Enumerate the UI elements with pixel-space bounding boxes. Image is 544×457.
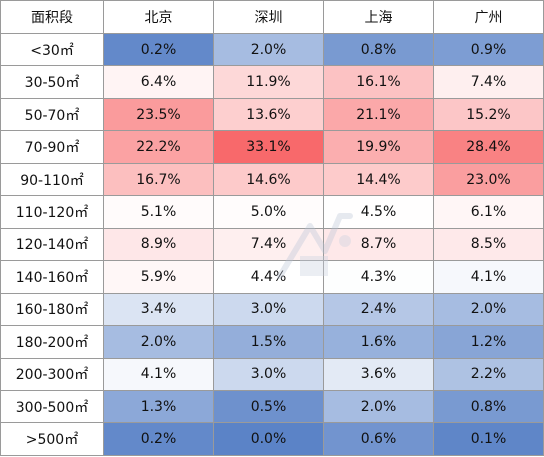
heat-cell: 23.0% [433, 162, 544, 197]
heat-cell: 3.0% [213, 292, 324, 327]
heat-cell: 4.1% [103, 357, 214, 391]
corner-label: 面积段 [0, 0, 104, 34]
heat-cell: 0.8% [433, 389, 544, 424]
row-label: <30㎡ [0, 32, 104, 67]
table-row: 120-140㎡ 8.9% 7.4% 8.7% 8.5% [0, 227, 544, 262]
row-label: 300-500㎡ [0, 389, 104, 424]
heat-cell: 0.6% [323, 422, 434, 456]
table-row: 50-70㎡ 23.5% 13.6% 21.1% 15.2% [0, 97, 544, 132]
heat-cell: 2.0% [433, 292, 544, 327]
heat-cell: 2.0% [103, 325, 214, 359]
heat-cell: 28.4% [433, 130, 544, 164]
heat-cell: 4.3% [323, 260, 434, 294]
heat-cell: 3.4% [103, 292, 214, 327]
row-label: 70-90㎡ [0, 130, 104, 164]
heat-cell: 1.5% [213, 325, 324, 359]
row-label: 30-50㎡ [0, 65, 104, 99]
heat-cell: 16.7% [103, 162, 214, 197]
heat-cell: 4.5% [323, 195, 434, 229]
table-row: 160-180㎡ 3.4% 3.0% 2.4% 2.0% [0, 292, 544, 327]
column-header: 广州 [433, 0, 544, 34]
heat-cell: 5.9% [103, 260, 214, 294]
heat-cell: 8.9% [103, 227, 214, 262]
heat-cell: 22.2% [103, 130, 214, 164]
heat-cell: 0.2% [103, 32, 214, 67]
table-row: >500㎡ 0.2% 0.0% 0.6% 0.1% [0, 422, 544, 456]
table-row: 90-110㎡ 16.7% 14.6% 14.4% 23.0% [0, 162, 544, 197]
heat-cell: 0.8% [323, 32, 434, 67]
column-header: 北京 [103, 0, 214, 34]
row-label: 110-120㎡ [0, 195, 104, 229]
heat-cell: 8.7% [323, 227, 434, 262]
heat-cell: 14.4% [323, 162, 434, 197]
heat-cell: 8.5% [433, 227, 544, 262]
table-row: 300-500㎡ 1.3% 0.5% 2.0% 0.8% [0, 389, 544, 424]
heat-cell: 1.3% [103, 389, 214, 424]
row-label: 180-200㎡ [0, 325, 104, 359]
heat-cell: 5.0% [213, 195, 324, 229]
header-row: 面积段 北京 深圳 上海 广州 [0, 0, 544, 34]
heat-cell: 2.0% [213, 32, 324, 67]
heat-cell: 4.4% [213, 260, 324, 294]
table-row: 70-90㎡ 22.2% 33.1% 19.9% 28.4% [0, 130, 544, 164]
column-header: 深圳 [213, 0, 324, 34]
table-row: 110-120㎡ 5.1% 5.0% 4.5% 6.1% [0, 195, 544, 229]
heat-cell: 11.9% [213, 65, 324, 99]
heat-cell: 0.2% [103, 422, 214, 456]
table-row: <30㎡ 0.2% 2.0% 0.8% 0.9% [0, 32, 544, 67]
row-label: 140-160㎡ [0, 260, 104, 294]
heat-cell: 0.0% [213, 422, 324, 456]
heat-cell: 7.4% [213, 227, 324, 262]
heat-cell: 0.1% [433, 422, 544, 456]
heat-cell: 3.0% [213, 357, 324, 391]
heat-cell: 16.1% [323, 65, 434, 99]
heat-cell: 0.5% [213, 389, 324, 424]
row-label: 90-110㎡ [0, 162, 104, 197]
heat-cell: 6.1% [433, 195, 544, 229]
heat-cell: 15.2% [433, 97, 544, 132]
heat-cell: 4.1% [433, 260, 544, 294]
heat-cell: 33.1% [213, 130, 324, 164]
column-header: 上海 [323, 0, 434, 34]
row-label: 200-300㎡ [0, 357, 104, 391]
heat-cell: 19.9% [323, 130, 434, 164]
heat-cell: 21.1% [323, 97, 434, 132]
table-row: 180-200㎡ 2.0% 1.5% 1.6% 1.2% [0, 325, 544, 359]
heat-cell: 23.5% [103, 97, 214, 132]
heat-cell: 14.6% [213, 162, 324, 197]
heat-cell: 6.4% [103, 65, 214, 99]
heat-cell: 2.0% [323, 389, 434, 424]
row-label: >500㎡ [0, 422, 104, 456]
heat-cell: 0.9% [433, 32, 544, 67]
heat-cell: 5.1% [103, 195, 214, 229]
heat-cell: 3.6% [323, 357, 434, 391]
row-label: 50-70㎡ [0, 97, 104, 132]
heat-cell: 7.4% [433, 65, 544, 99]
heatmap-body: <30㎡ 0.2% 2.0% 0.8% 0.9% 30-50㎡ 6.4% 11.9% 16.1%… [0, 32, 544, 456]
heat-cell: 2.2% [433, 357, 544, 391]
table-row: 140-160㎡ 5.9% 4.4% 4.3% 4.1% [0, 260, 544, 294]
table-row: 30-50㎡ 6.4% 11.9% 16.1% 7.4% [0, 65, 544, 99]
heat-cell: 13.6% [213, 97, 324, 132]
heat-cell: 1.6% [323, 325, 434, 359]
heat-cell: 1.2% [433, 325, 544, 359]
table-row: 200-300㎡ 4.1% 3.0% 3.6% 2.2% [0, 357, 544, 391]
row-label: 120-140㎡ [0, 227, 104, 262]
row-label: 160-180㎡ [0, 292, 104, 327]
heat-cell: 2.4% [323, 292, 434, 327]
